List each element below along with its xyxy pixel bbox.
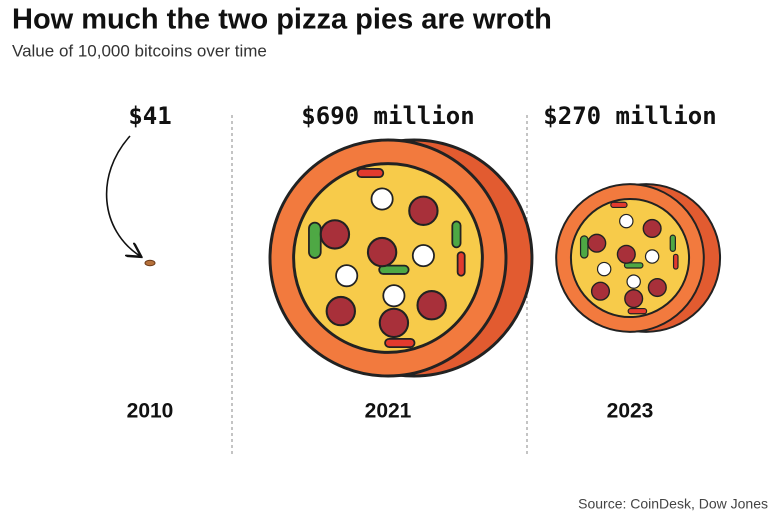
chart-title: How much the two pizza pies are wroth xyxy=(12,4,552,36)
pepperoni xyxy=(616,244,636,264)
pepperoni xyxy=(325,295,356,327)
pepperoni xyxy=(366,236,398,268)
mushroom xyxy=(411,244,435,268)
pepper xyxy=(672,253,679,270)
mushroom xyxy=(382,284,406,308)
pepper xyxy=(384,337,416,348)
pepper xyxy=(456,251,466,277)
arrow xyxy=(105,135,140,256)
pepper xyxy=(579,235,589,259)
pepperoni xyxy=(408,195,439,226)
pepperoni xyxy=(378,307,410,339)
pizza xyxy=(555,183,722,333)
pepper xyxy=(623,262,644,269)
pepper xyxy=(610,201,628,209)
chart-subtitle: Value of 10,000 bitcoins over time xyxy=(12,41,267,60)
pepper xyxy=(308,221,322,259)
pepper xyxy=(451,220,462,249)
year-label: 2023 xyxy=(607,400,654,423)
year-label: 2010 xyxy=(127,400,174,423)
value-label: $41 xyxy=(128,102,171,130)
mushroom xyxy=(335,264,359,288)
pepperoni xyxy=(590,281,611,301)
source: Source: CoinDesk, Dow Jones xyxy=(578,496,768,512)
mushroom xyxy=(596,261,612,277)
mushroom xyxy=(626,274,641,289)
pepperoni xyxy=(647,277,667,298)
pepperoni xyxy=(416,290,447,321)
pepperoni xyxy=(319,219,351,250)
pepperoni xyxy=(587,233,607,253)
pepper xyxy=(669,234,676,252)
pepper xyxy=(356,168,385,179)
value-label: $270 million xyxy=(543,102,716,130)
crumb xyxy=(144,259,156,267)
pepperoni xyxy=(642,218,662,239)
mushroom xyxy=(370,187,394,211)
pepperoni xyxy=(624,289,644,309)
year-label: 2021 xyxy=(365,400,412,423)
pizza xyxy=(268,138,534,378)
mushroom xyxy=(619,213,634,229)
pizza xyxy=(144,259,156,267)
pepper xyxy=(627,307,648,315)
value-label: $690 million xyxy=(301,102,474,130)
pepper xyxy=(378,264,410,275)
mushroom xyxy=(644,249,660,264)
